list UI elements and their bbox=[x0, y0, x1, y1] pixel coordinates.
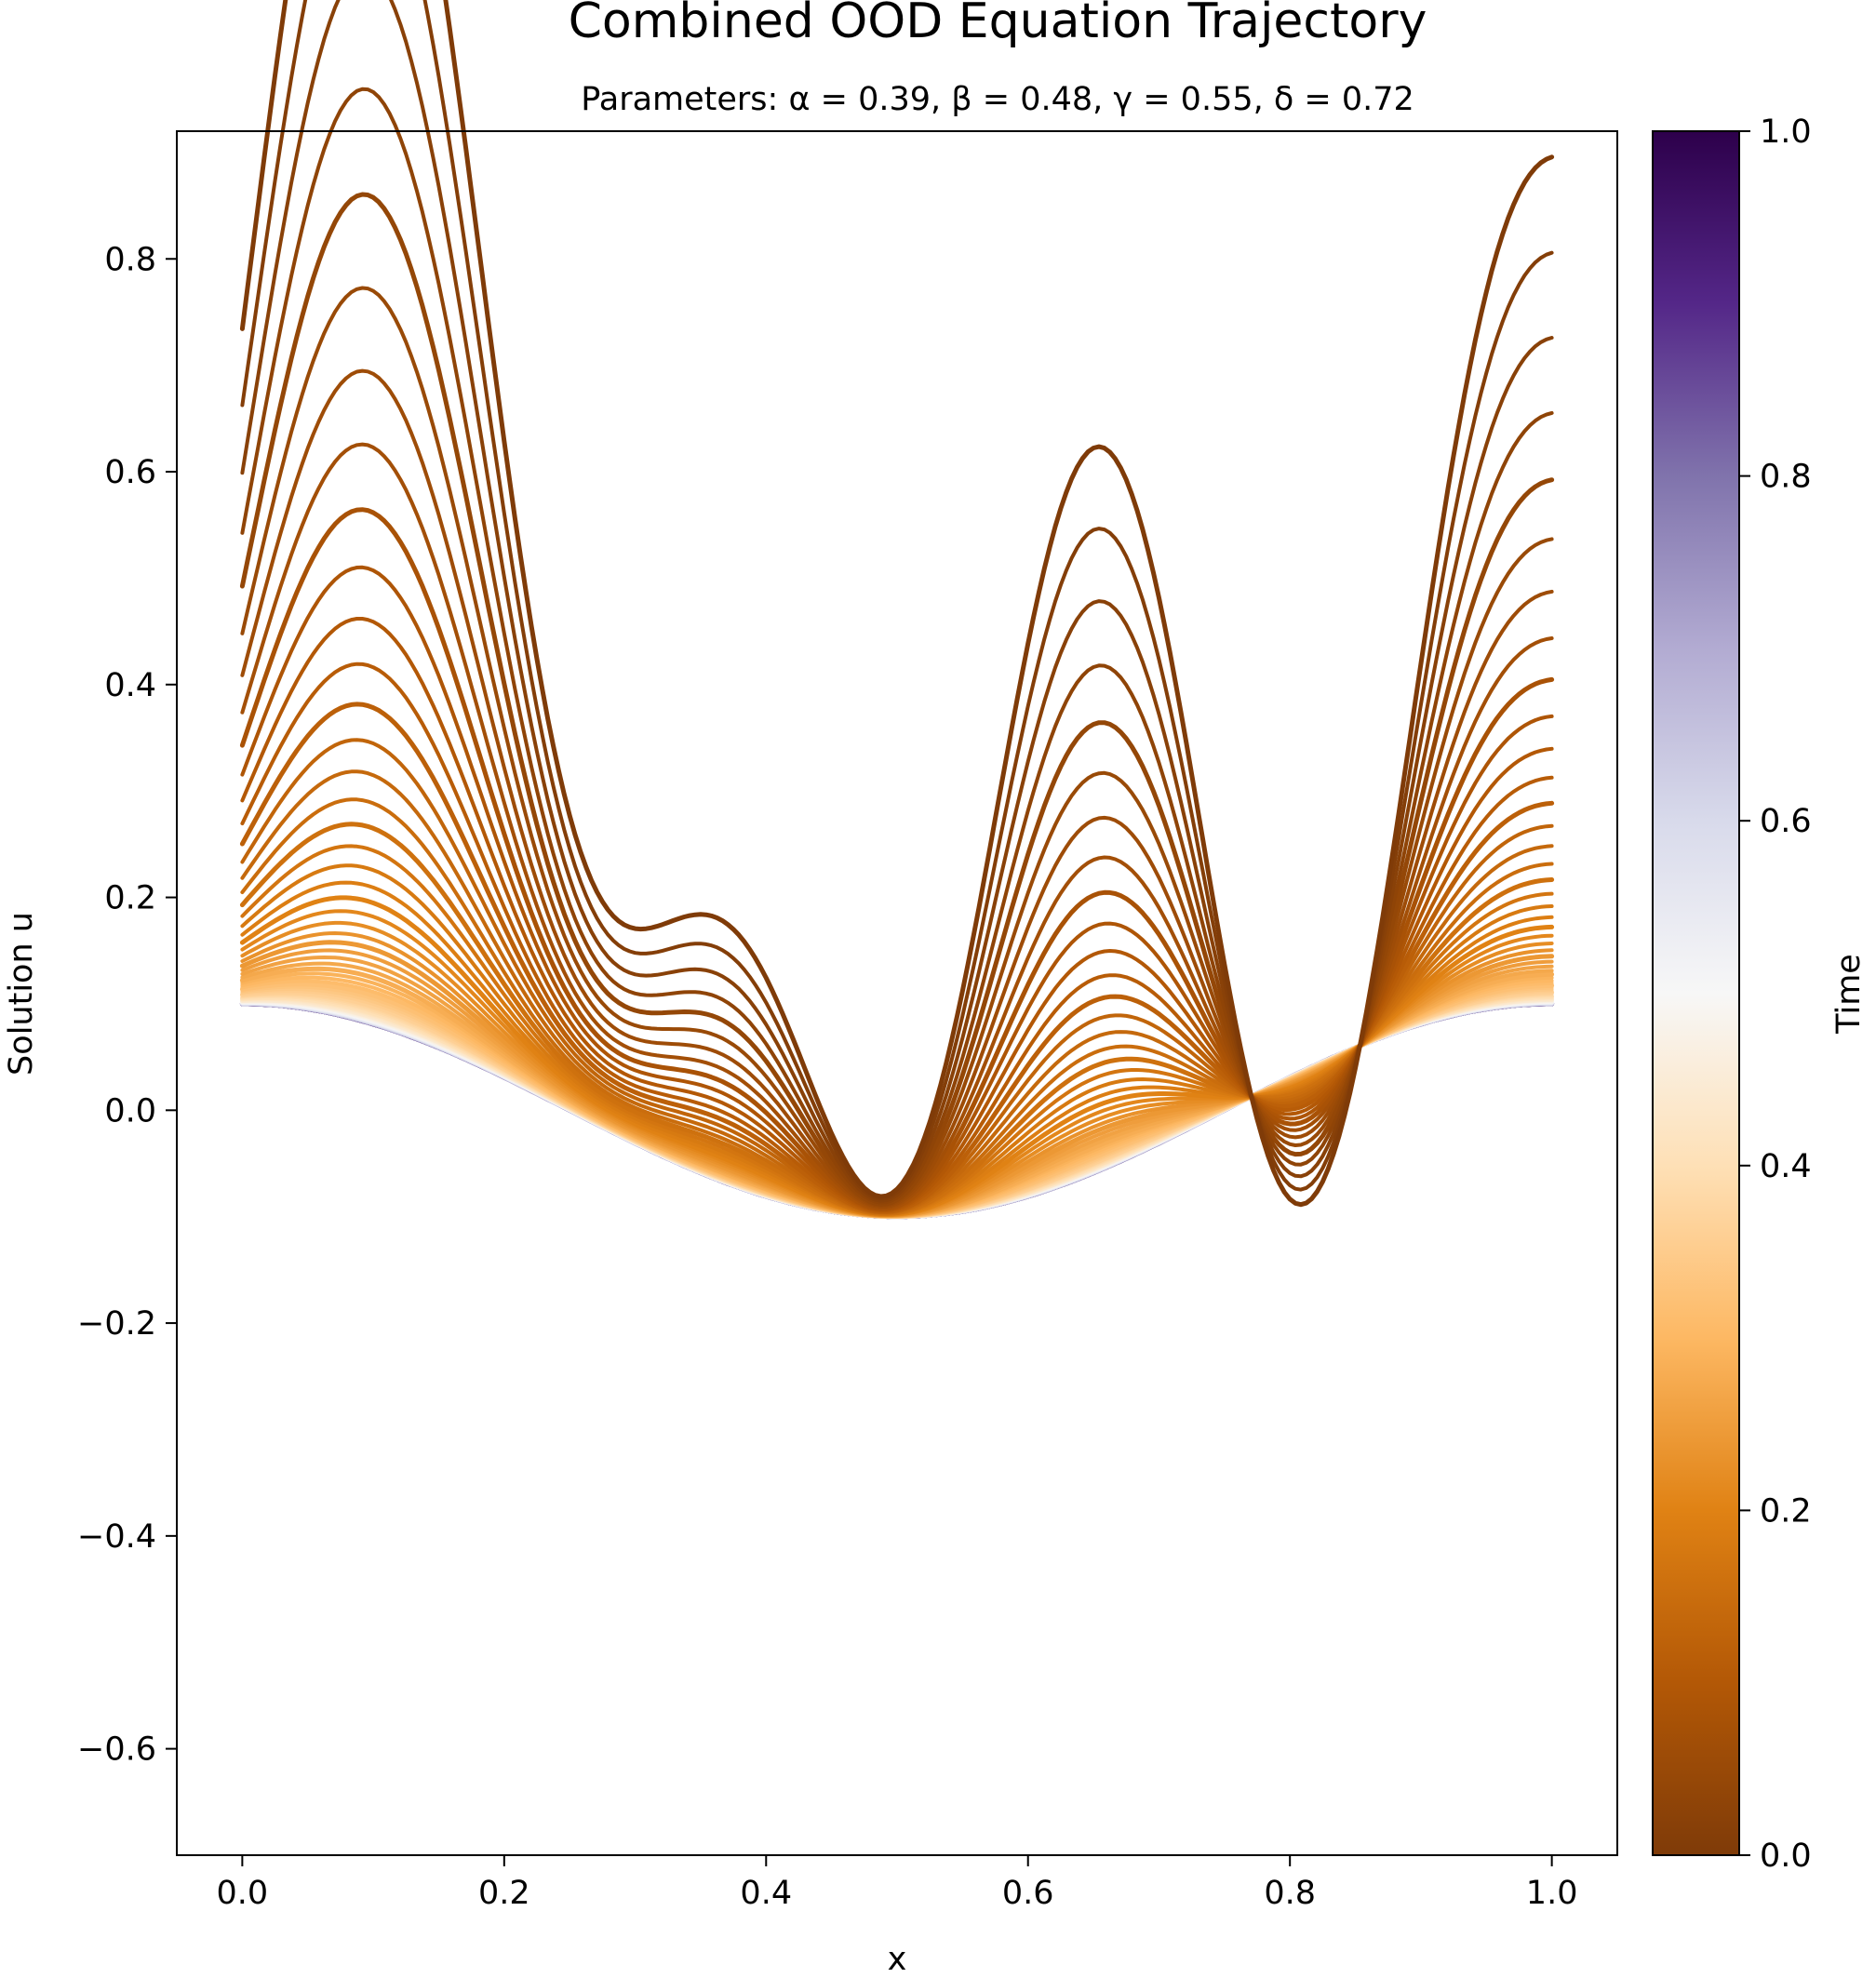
trajectory-line bbox=[240, 0, 1554, 1201]
x-axis: 0.0 0.2 0.4 0.6 0.8 1.0 bbox=[217, 1855, 1578, 1912]
y-tick-label: −0.4 bbox=[77, 1518, 156, 1556]
y-tick-label: 0.4 bbox=[104, 667, 156, 704]
chart-subtitle: Parameters: α = 0.39, β = 0.48, γ = 0.55… bbox=[581, 81, 1414, 118]
trajectory-curves bbox=[239, 0, 1555, 1220]
x-tick-label: 0.0 bbox=[217, 1875, 269, 1912]
x-axis-label: x bbox=[888, 1941, 907, 1973]
colorbar bbox=[1652, 130, 1740, 1856]
y-tick-label: 0.8 bbox=[104, 241, 156, 278]
x-tick-label: 0.8 bbox=[1264, 1875, 1316, 1912]
chart-title: Combined OOD Equation Trajectory bbox=[569, 0, 1427, 49]
y-tick-label: −0.6 bbox=[77, 1731, 156, 1769]
y-axis: −0.6 −0.4 −0.2 0.0 0.2 0.4 0.6 0.8 bbox=[77, 241, 177, 1769]
colorbar-label: Time bbox=[1830, 954, 1868, 1035]
colorbar-tick-label: 1.0 bbox=[1760, 114, 1812, 151]
colorbar-tick-label: 0.6 bbox=[1760, 803, 1812, 840]
trajectory-line bbox=[239, 192, 1555, 1207]
plot-frame bbox=[176, 130, 1618, 1856]
colorbar-tick-label: 0.4 bbox=[1760, 1148, 1812, 1185]
trajectory-line bbox=[240, 0, 1554, 1203]
y-tick-label: 0.0 bbox=[104, 1092, 156, 1129]
y-axis-label: Solution u bbox=[3, 912, 40, 1076]
trajectory-line bbox=[240, 87, 1554, 1205]
y-tick-label: −0.2 bbox=[77, 1305, 156, 1343]
y-tick-label: 0.2 bbox=[104, 880, 156, 917]
colorbar-tick-label: 0.8 bbox=[1760, 459, 1812, 496]
x-tick-label: 0.2 bbox=[478, 1875, 530, 1912]
colorbar-tick-label: 0.2 bbox=[1760, 1492, 1812, 1530]
colorbar-axis: 0.0 0.2 0.4 0.6 0.8 1.0 bbox=[1739, 114, 1812, 1875]
colorbar-tick-label: 0.0 bbox=[1760, 1838, 1812, 1875]
x-tick-label: 1.0 bbox=[1526, 1875, 1578, 1912]
x-tick-label: 0.6 bbox=[1002, 1875, 1054, 1912]
x-tick-label: 0.4 bbox=[740, 1875, 792, 1912]
y-tick-label: 0.6 bbox=[104, 454, 156, 491]
trajectory-line bbox=[239, 0, 1555, 1208]
